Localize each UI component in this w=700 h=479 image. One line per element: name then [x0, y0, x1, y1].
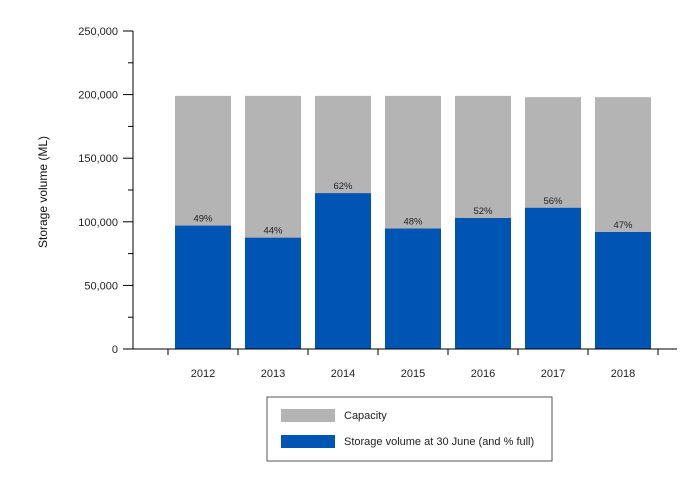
bar-storage-2017: [525, 207, 581, 349]
x-tick-label-2013: 2013: [261, 368, 285, 380]
bar-storage-2015: [385, 228, 441, 349]
data-label-2016: 52%: [473, 206, 493, 217]
bar-storage-2014: [315, 193, 371, 349]
data-label-2015: 48%: [403, 217, 423, 228]
bar-storage-2018: [595, 231, 651, 349]
data-label-2012: 49%: [193, 214, 213, 225]
y-tick-label-200000: 200,000: [78, 90, 118, 102]
bar-storage-2016: [455, 217, 511, 349]
x-tick-label-2014: 2014: [331, 368, 355, 380]
y-axis-title: Storage volume (ML): [36, 136, 50, 248]
legend-swatch-storage: [281, 435, 335, 448]
legend-label-storage: Storage volume at 30 June (and % full): [344, 436, 534, 448]
data-label-2017: 56%: [543, 196, 563, 207]
bar-storage-2013: [245, 237, 301, 349]
legend-swatch-capacity: [281, 409, 335, 422]
data-label-2014: 62%: [333, 181, 353, 192]
x-tick-label-2018: 2018: [611, 368, 635, 380]
bar-storage-2012: [175, 225, 231, 349]
y-tick-label-100000: 100,000: [78, 217, 118, 229]
plot-area: 49% 2012 44% 2013 62% 2014 48% 2015 52% 2016 56% 20…: [78, 26, 677, 380]
legend-label-capacity: Capacity: [344, 410, 387, 422]
x-tick-label-2015: 2015: [401, 368, 425, 380]
data-label-2013: 44%: [263, 226, 283, 237]
y-tick-label-50000: 50,000: [84, 280, 118, 292]
x-tick-label-2017: 2017: [541, 368, 565, 380]
legend-box: [266, 396, 553, 462]
x-tick-label-2012: 2012: [191, 368, 215, 380]
y-tick-label-250000: 250,000: [78, 26, 118, 38]
x-tick-label-2016: 2016: [471, 368, 495, 380]
y-tick-label-0: 0: [112, 344, 118, 356]
legend: Capacity Storage volume at 30 June (and …: [266, 396, 553, 462]
y-tick-label-150000: 150,000: [78, 153, 118, 165]
data-label-2018: 47%: [613, 220, 633, 231]
